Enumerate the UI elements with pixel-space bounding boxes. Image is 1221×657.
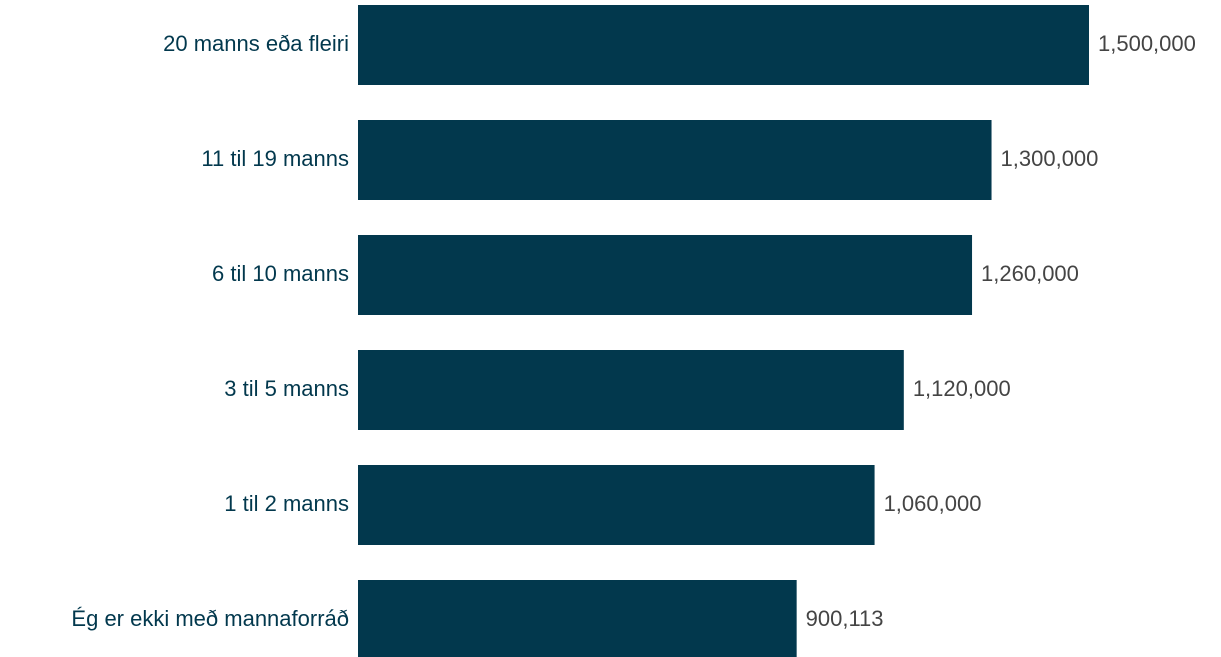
value-label: 900,113 bbox=[806, 606, 884, 631]
category-label: 11 til 19 manns bbox=[201, 146, 349, 171]
bar bbox=[358, 580, 797, 657]
bar bbox=[358, 465, 875, 545]
bar bbox=[358, 5, 1089, 85]
category-label: 3 til 5 manns bbox=[224, 376, 349, 401]
value-label: 1,260,000 bbox=[981, 261, 1079, 286]
bar bbox=[358, 235, 973, 315]
value-label: 1,120,000 bbox=[913, 376, 1011, 401]
bar bbox=[358, 350, 904, 430]
value-label: 1,060,000 bbox=[884, 491, 982, 516]
value-label: 1,300,000 bbox=[1001, 146, 1099, 171]
category-label: 6 til 10 manns bbox=[212, 261, 349, 286]
category-label: 20 manns eða fleiri bbox=[163, 31, 349, 56]
category-label: Ég er ekki með mannaforráð bbox=[71, 606, 349, 631]
category-label: 1 til 2 manns bbox=[224, 491, 349, 516]
bar bbox=[358, 120, 992, 200]
value-label: 1,500,000 bbox=[1098, 31, 1196, 56]
